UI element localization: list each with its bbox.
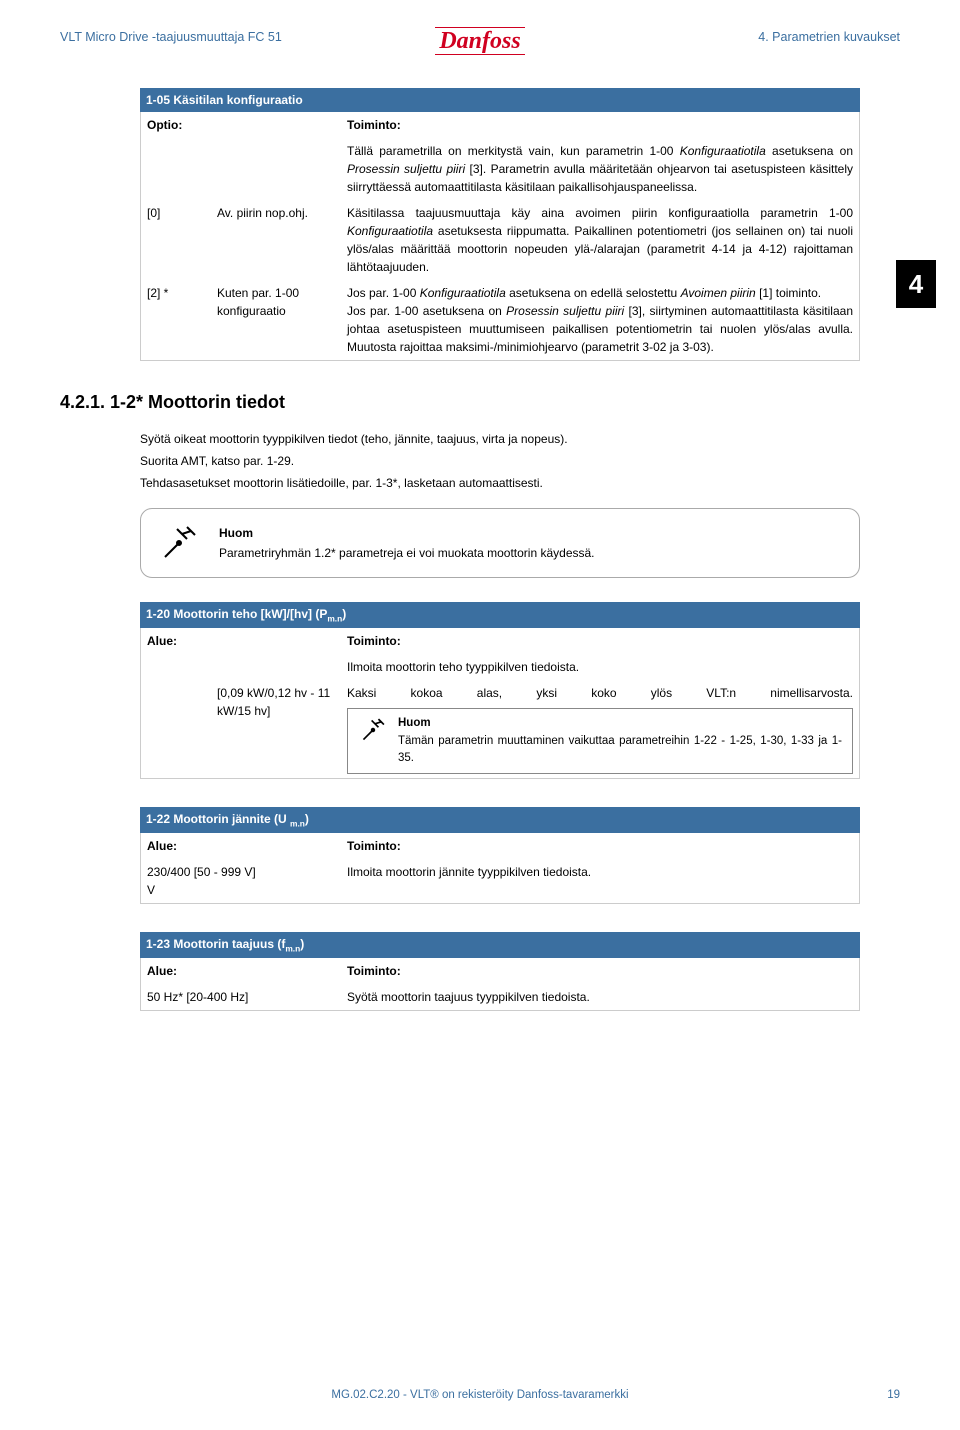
opt-0: [0] bbox=[147, 204, 217, 222]
attention-icon bbox=[157, 521, 201, 565]
param-1-20-title: 1-20 Moottorin teho [kW]/[hv] (Pm.n) bbox=[140, 602, 860, 628]
content: 1-05 Käsitilan konfiguraatio Optio: Toim… bbox=[60, 88, 900, 1011]
header-left: VLT Micro Drive -taajuusmuuttaja FC 51 bbox=[60, 28, 435, 47]
page-header: VLT Micro Drive -taajuusmuuttaja FC 51 D… bbox=[60, 28, 900, 58]
note-body: Tämän parametrin muuttaminen vaikuttaa p… bbox=[398, 735, 842, 764]
section-title: 4.2.1. 1-2* Moottorin tiedot bbox=[60, 389, 860, 416]
opt-2: [2] * bbox=[147, 284, 217, 302]
range-label: Alue: bbox=[147, 962, 217, 980]
param-1-23-title: 1-23 Moottorin taajuus (fm.n) bbox=[140, 932, 860, 958]
header-logo: Danfoss bbox=[435, 28, 524, 54]
function-label: Toiminto: bbox=[347, 632, 401, 650]
section-p2: Suorita AMT, katso par. 1-29. bbox=[140, 452, 860, 470]
param-1-05-row0: [0] Av. piirin nop.ohj. Käsitilassa taaj… bbox=[141, 200, 859, 280]
footer-text: MG.02.C2.20 - VLT® on rekisteröity Danfo… bbox=[100, 1387, 860, 1404]
param-1-05-title: 1-05 Käsitilan konfiguraatio bbox=[140, 88, 860, 112]
param-1-23-val: 50 Hz* [20-400 Hz] bbox=[147, 988, 347, 1006]
param-1-23: 1-23 Moottorin taajuus (fm.n) Alue: Toim… bbox=[140, 932, 860, 1011]
note-main-text: Huom Parametriryhmän 1.2* parametreja ei… bbox=[219, 524, 595, 562]
param-1-22-title: 1-22 Moottorin jännite (U m.n) bbox=[140, 807, 860, 833]
param-1-05-labelrow: Optio: Toiminto: bbox=[141, 112, 859, 138]
param-1-20-valrow: [0,09 kW/0,12 hv - 11 kW/15 hv] Kaksi ko… bbox=[141, 680, 859, 778]
opt-2-val: Kuten par. 1-00 konfiguraatio bbox=[217, 284, 347, 320]
param-1-05-intro-text: Tällä parametrilla on merkitystä vain, k… bbox=[347, 142, 853, 196]
param-1-23-desc: Syötä moottorin taajuus tyyppikilven tie… bbox=[347, 988, 853, 1006]
header-right: 4. Parametrien kuvaukset bbox=[525, 28, 900, 47]
param-1-05: 1-05 Käsitilan konfiguraatio Optio: Toim… bbox=[140, 88, 860, 361]
param-1-22-val: 230/400 [50 - 999 V] V bbox=[147, 863, 347, 899]
param-1-23-labelrow: Alue: Toiminto: bbox=[141, 958, 859, 984]
param-1-22-labelrow: Alue: Toiminto: bbox=[141, 833, 859, 859]
param-1-22: 1-22 Moottorin jännite (U m.n) Alue: Toi… bbox=[140, 807, 860, 904]
param-1-23-body: Alue: Toiminto: 50 Hz* [20-400 Hz] Syötä… bbox=[140, 958, 860, 1011]
param-1-20-desc2: Kaksi kokoa alas, yksi koko ylös VLT:n n… bbox=[347, 684, 853, 774]
opt-0-desc: Käsitilassa taajuusmuuttaja käy aina avo… bbox=[347, 204, 853, 276]
chapter-tab: 4 bbox=[896, 260, 936, 308]
page: VLT Micro Drive -taajuusmuuttaja FC 51 D… bbox=[0, 0, 960, 1430]
note-title: Huom bbox=[219, 524, 595, 542]
note-title: Huom bbox=[398, 715, 842, 732]
option-label: Optio: bbox=[147, 116, 217, 134]
page-footer: MG.02.C2.20 - VLT® on rekisteröity Danfo… bbox=[60, 1387, 900, 1404]
param-1-20-val: [0,09 kW/0,12 hv - 11 kW/15 hv] bbox=[217, 684, 347, 720]
function-label: Toiminto: bbox=[347, 962, 401, 980]
page-number: 19 bbox=[860, 1387, 900, 1404]
section-p1: Syötä oikeat moottorin tyyppikilven tied… bbox=[140, 430, 860, 448]
attention-icon bbox=[358, 715, 388, 745]
param-1-05-intro: Tällä parametrilla on merkitystä vain, k… bbox=[141, 138, 859, 200]
param-1-23-valrow: 50 Hz* [20-400 Hz] Syötä moottorin taaju… bbox=[141, 984, 859, 1010]
opt-0-val: Av. piirin nop.ohj. bbox=[217, 204, 347, 222]
opt-2-desc: Jos par. 1-00 Konfiguraatiotila asetukse… bbox=[347, 284, 853, 356]
param-1-05-row2: [2] * Kuten par. 1-00 konfiguraatio Jos … bbox=[141, 280, 859, 360]
param-1-20-desc: Ilmoita moottorin teho tyyppikilven tied… bbox=[347, 658, 853, 676]
danfoss-logo: Danfoss bbox=[435, 27, 524, 55]
range-label: Alue: bbox=[147, 632, 217, 650]
section-p3: Tehdasasetukset moottorin lisätiedoille,… bbox=[140, 474, 860, 492]
param-1-20-descrow: Ilmoita moottorin teho tyyppikilven tied… bbox=[141, 654, 859, 680]
param-1-20-labelrow: Alue: Toiminto: bbox=[141, 628, 859, 654]
note-body: Parametriryhmän 1.2* parametreja ei voi … bbox=[219, 546, 595, 560]
param-1-20: 1-20 Moottorin teho [kW]/[hv] (Pm.n) Alu… bbox=[140, 602, 860, 779]
param-1-20-body: Alue: Toiminto: Ilmoita moottorin teho t… bbox=[140, 628, 860, 779]
function-label: Toiminto: bbox=[347, 116, 401, 134]
note-main: Huom Parametriryhmän 1.2* parametreja ei… bbox=[140, 508, 860, 578]
param-1-05-body: Optio: Toiminto: Tällä parametrilla on m… bbox=[140, 112, 860, 361]
param-1-20-note: Huom Tämän parametrin muuttaminen vaikut… bbox=[347, 708, 853, 774]
param-1-22-body: Alue: Toiminto: 230/400 [50 - 999 V] V I… bbox=[140, 833, 860, 904]
range-label: Alue: bbox=[147, 837, 217, 855]
param-1-22-desc: Ilmoita moottorin jännite tyyppikilven t… bbox=[347, 863, 853, 881]
function-label: Toiminto: bbox=[347, 837, 401, 855]
param-1-22-valrow: 230/400 [50 - 999 V] V Ilmoita moottorin… bbox=[141, 859, 859, 903]
